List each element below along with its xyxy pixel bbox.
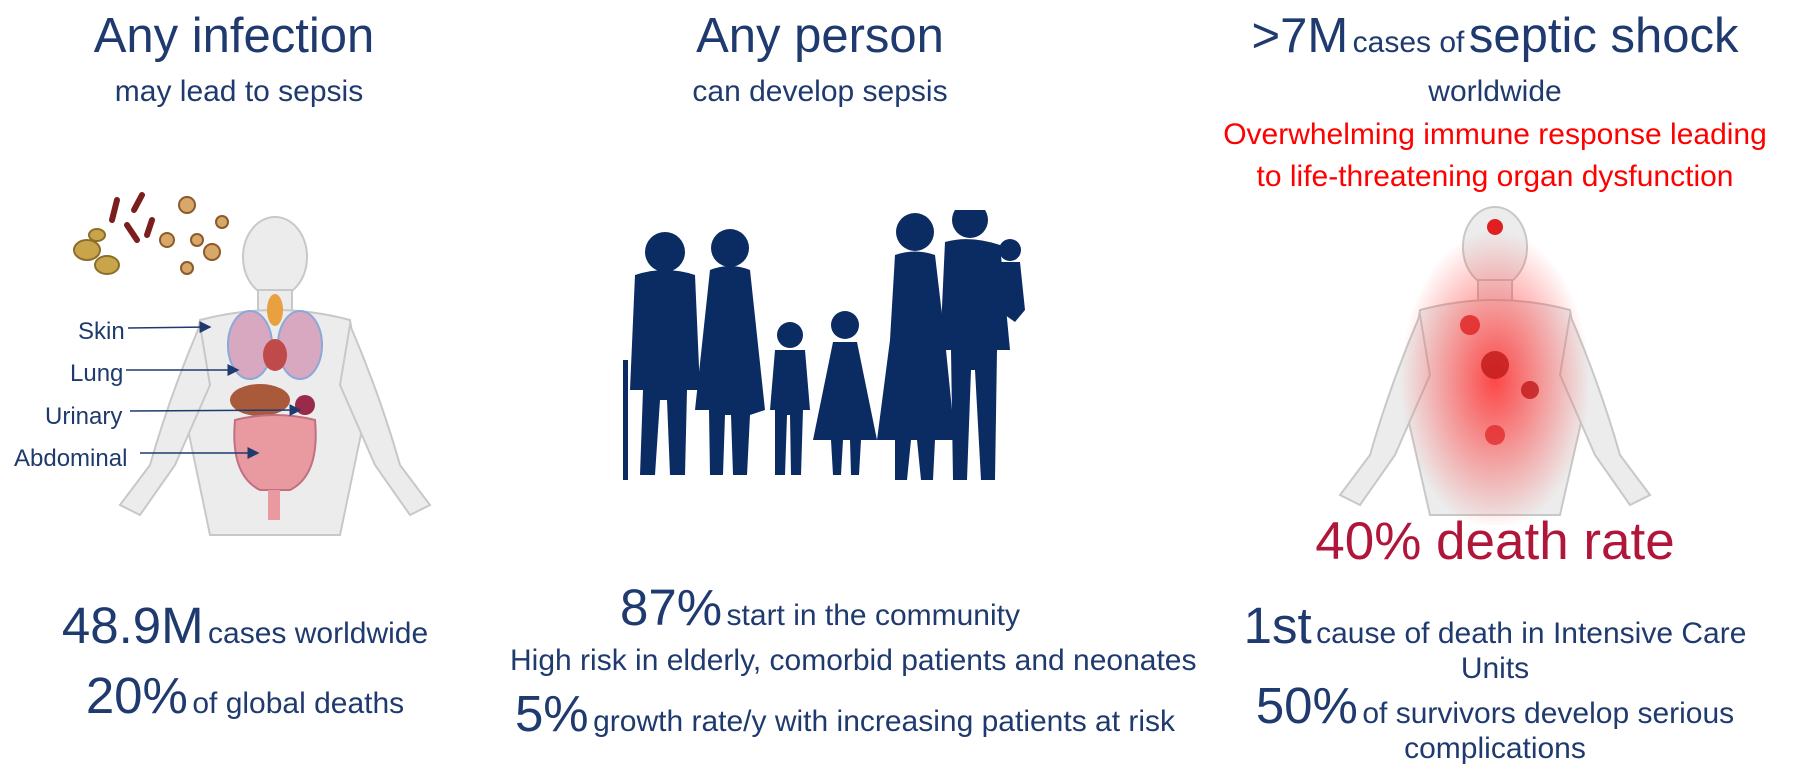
col3-title-mid: cases of <box>1352 26 1465 59</box>
stat-value: 48.9M <box>61 597 204 654</box>
death-rate: 40% death rate <box>1315 512 1675 571</box>
organ-label-urinary: Urinary <box>45 403 123 430</box>
stat-value: 5% <box>514 685 589 742</box>
organ-label-skin: Skin <box>78 318 125 345</box>
col2-stat-community: 87% start in the community <box>520 582 1120 633</box>
col2-subtitle: can develop sepsis <box>692 75 948 108</box>
stat-text: growth rate/y with increasing patients a… <box>593 705 1176 738</box>
col2-stat-growth: 5% growth rate/y with increasing patient… <box>505 688 1185 739</box>
col1-title: Any infection <box>93 9 375 63</box>
inflamed-body-icon <box>1338 206 1652 525</box>
stat-text: start in the community <box>726 599 1020 632</box>
organ-label-abdominal: Abdominal <box>14 445 128 472</box>
stat-text: High risk in elderly, comorbid patients … <box>510 644 1197 677</box>
stat-value: 20% <box>85 667 188 724</box>
col3-title-end: septic shock <box>1468 9 1739 63</box>
col2-title: Any person <box>696 9 944 63</box>
col1-stat-deaths: 20% of global deaths <box>40 670 450 721</box>
col3-title: >7M cases of septic shock <box>1195 12 1795 61</box>
col3-definition-line2: to life-threatening organ dysfunction <box>1256 160 1734 193</box>
stat-value: 50% <box>1255 677 1358 734</box>
col1-stat-cases: 48.9M cases worldwide <box>40 600 450 651</box>
stat-value: 87% <box>620 579 723 636</box>
stat-text: cause of death in Intensive Care <box>1316 617 1747 650</box>
col3-stat-survivors-cont: complications <box>1404 732 1586 765</box>
stat-text: of global deaths <box>192 687 405 720</box>
organ-label-lung: Lung <box>70 360 124 387</box>
col2-stat-risk: High risk in elderly, comorbid patients … <box>510 646 1196 676</box>
organ-arrows <box>126 321 302 459</box>
stat-text: of survivors develop serious <box>1362 697 1735 730</box>
stat-value: 1st <box>1243 597 1312 654</box>
col1-subtitle: may lead to sepsis <box>114 75 364 108</box>
stat-text: cases worldwide <box>208 617 429 650</box>
col3-subtitle: worldwide <box>1428 75 1562 108</box>
col3-stat-icu-cont: Units <box>1460 652 1530 685</box>
col3-definition-line1: Overwhelming immune response leading <box>1223 118 1767 151</box>
col3-stat-icu: 1st cause of death in Intensive Care <box>1195 600 1795 651</box>
col3-title-value: >7M <box>1251 9 1349 63</box>
col3-stat-survivors: 50% of survivors develop serious <box>1195 680 1795 731</box>
pathogens-icon <box>73 192 229 275</box>
family-silhouette-icon <box>623 210 1025 480</box>
